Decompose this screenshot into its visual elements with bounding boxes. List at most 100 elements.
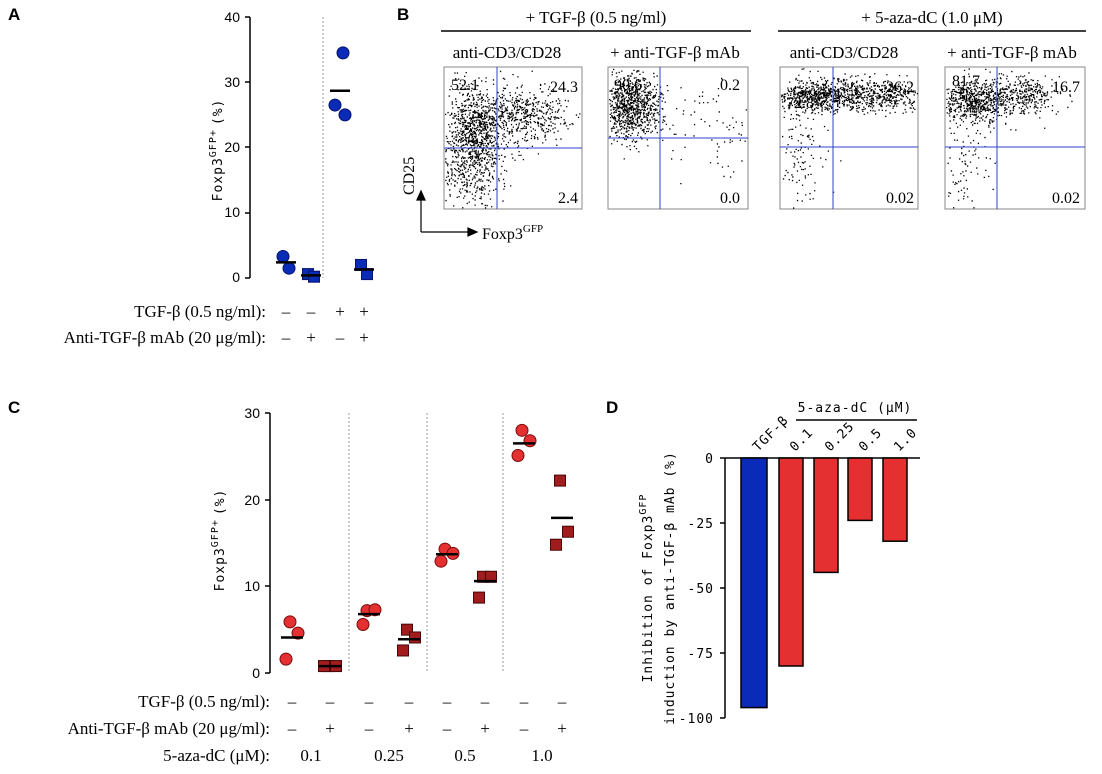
panel-b-letter: B (397, 5, 409, 24)
panel-a-sign: – (281, 302, 291, 321)
panel-a-point (308, 270, 320, 283)
panel-b-q-lr: 0.02 (886, 190, 914, 207)
panel-b-axis-arrows (416, 189, 479, 237)
panel-b-plot-title: anti-CD3/CD28 (790, 43, 899, 62)
panel-c-ylabel-main: Foxp3 (213, 547, 228, 591)
panel-d-ytick: 0 (705, 452, 714, 467)
panel-d-category-label: 0.5 (856, 425, 885, 454)
panel-c-aza-value: 0.5 (454, 746, 475, 765)
panel-a-ytick: 20 (224, 139, 240, 155)
panel-b-plot-title: + anti-TGF-β mAb (947, 43, 1077, 62)
panel-b-group-label: + 5-aza-dC (1.0 μM) (861, 8, 1002, 27)
panel-d-letter: D (606, 398, 618, 417)
panel-b-q-ul: 81.7 (952, 73, 980, 90)
panel-c-point (283, 615, 297, 629)
panel-a-point (338, 108, 352, 122)
panel-c-ylabel-sup: GFP+ (210, 519, 221, 547)
panel-d-bars (740, 457, 908, 709)
panel-c-point (401, 623, 413, 636)
panel-d-ytick: -50 (688, 582, 714, 597)
panel-a-ylabel-main: Foxp3 (211, 157, 226, 201)
panel-d-category-label: TGF-β (750, 413, 792, 455)
panel-c-aza-label: 5-aza-dC (μM): (163, 746, 270, 765)
panel-d-ytick: -25 (688, 517, 714, 532)
panel-b-q-ur: 0.2 (720, 77, 740, 94)
panel-a-cond-label: Anti-TGF-β mAb (20 μg/ml): (64, 328, 266, 347)
panel-a-letter: A (8, 5, 20, 24)
panel-a-ytick: 30 (224, 74, 240, 90)
panel-c-ytick: 20 (244, 492, 260, 508)
panel-c-sign: + (325, 719, 335, 738)
panel-b-quadrant-gates (444, 67, 1085, 209)
panel-d-bar (882, 457, 908, 542)
panel-c-point (409, 631, 421, 644)
panel-c-ylabel: Foxp3GFP+ (%) (210, 489, 228, 592)
panel-c-point (291, 626, 305, 640)
panel-c-point (515, 423, 529, 437)
panel-a-point (336, 46, 350, 60)
panel-c-point (550, 538, 562, 551)
panel-c-aza-value: 0.1 (300, 746, 321, 765)
panel-c-point (523, 434, 537, 448)
panel-c-ytick: 10 (244, 578, 260, 594)
panel-c-sign: – (325, 692, 335, 711)
panel-a-sign: + (306, 328, 316, 347)
panel-a-sign: + (359, 302, 369, 321)
panel-b-q-ur: 26.2 (886, 79, 914, 96)
panel-c-conditions: TGF-β (0.5 ng/ml): Anti-TGF-β mAb (20 μg… (68, 692, 567, 765)
panel-b-xlabel-main: Foxp3 (482, 226, 523, 243)
panel-d-ylabel-line1: Inhibition of Foxp3 (641, 515, 656, 683)
panel-a-ylabel-unit: (%) (211, 99, 226, 125)
panel-b-q-ul: 90.6 (614, 77, 642, 94)
panel-a-ytick: 10 (224, 204, 240, 220)
panel-c-sign: – (557, 692, 567, 711)
panel-b-q-ur: 24.3 (550, 79, 578, 96)
panel-c-sign: – (287, 692, 297, 711)
panel-d-category-label: 0.1 (787, 425, 816, 454)
panel-a-ytick: 40 (224, 9, 240, 25)
panel-d: D 5-aza-dC (μM) 0 -25 -50 -75 -100 Inhib… (606, 398, 921, 727)
panel-a-sign: + (359, 328, 369, 347)
panel-c-sign: – (287, 719, 297, 738)
panel-d-ytick: -75 (688, 647, 714, 662)
panel-c-letter: C (8, 398, 20, 417)
panel-c-sign: + (404, 719, 414, 738)
panel-d-bar (740, 457, 768, 709)
panel-b-group-label: + TGF-β (0.5 ng/ml) (526, 8, 667, 27)
panel-c-point (368, 603, 382, 617)
panel-c-point (473, 591, 485, 604)
panel-d-bar (813, 457, 839, 574)
panel-c-sign: – (480, 692, 490, 711)
panel-a-ylabel-sup: GFP+ (208, 129, 219, 157)
panel-c-cond-label: TGF-β (0.5 ng/ml): (138, 692, 270, 711)
panel-b-q-lr: 0.02 (1052, 190, 1080, 207)
panel-b-dot-cloud (781, 68, 919, 209)
panel-d-group-label: 5-aza-dC (μM) (798, 401, 913, 416)
panel-b-dot-cloud (445, 70, 581, 209)
panel-c-sign: – (442, 692, 452, 711)
panel-b-dot-clouds (445, 68, 1073, 209)
panel-a-sign: – (306, 302, 316, 321)
panel-c-dividers (348, 413, 504, 673)
panel-a-sign: – (335, 328, 345, 347)
panel-d-bar (778, 457, 804, 667)
panel-c-sign: – (364, 692, 374, 711)
panel-b: B + TGF-β (0.5 ng/ml) + 5-aza-dC (1.0 μM… (397, 5, 1086, 243)
panel-c-aza-value: 1.0 (531, 746, 552, 765)
panel-c-point (279, 652, 293, 666)
panel-d-bar (847, 457, 873, 522)
panel-b-q-lr: 2.4 (558, 190, 578, 207)
panel-b-plot-title: anti-CD3/CD28 (453, 43, 562, 62)
panel-c-sign: + (480, 719, 490, 738)
panel-c-ytick: 0 (252, 665, 260, 681)
panel-a-ylabel: Foxp3GFP+ (%) (208, 99, 226, 202)
panel-b-xlabel-sup: GFP (523, 223, 543, 235)
panel-c-cond-label: Anti-TGF-β mAb (20 μg/ml): (68, 719, 270, 738)
panel-c-sign: – (519, 692, 529, 711)
svg-text:Foxp3GFP+(%): Foxp3GFP+ (%) (208, 99, 226, 202)
panel-b-q-lr: 0.0 (720, 190, 740, 207)
panel-a-ytick: 0 (232, 269, 240, 285)
panel-c-point (356, 617, 370, 631)
panel-b-q-ur: 16.7 (1052, 79, 1080, 96)
